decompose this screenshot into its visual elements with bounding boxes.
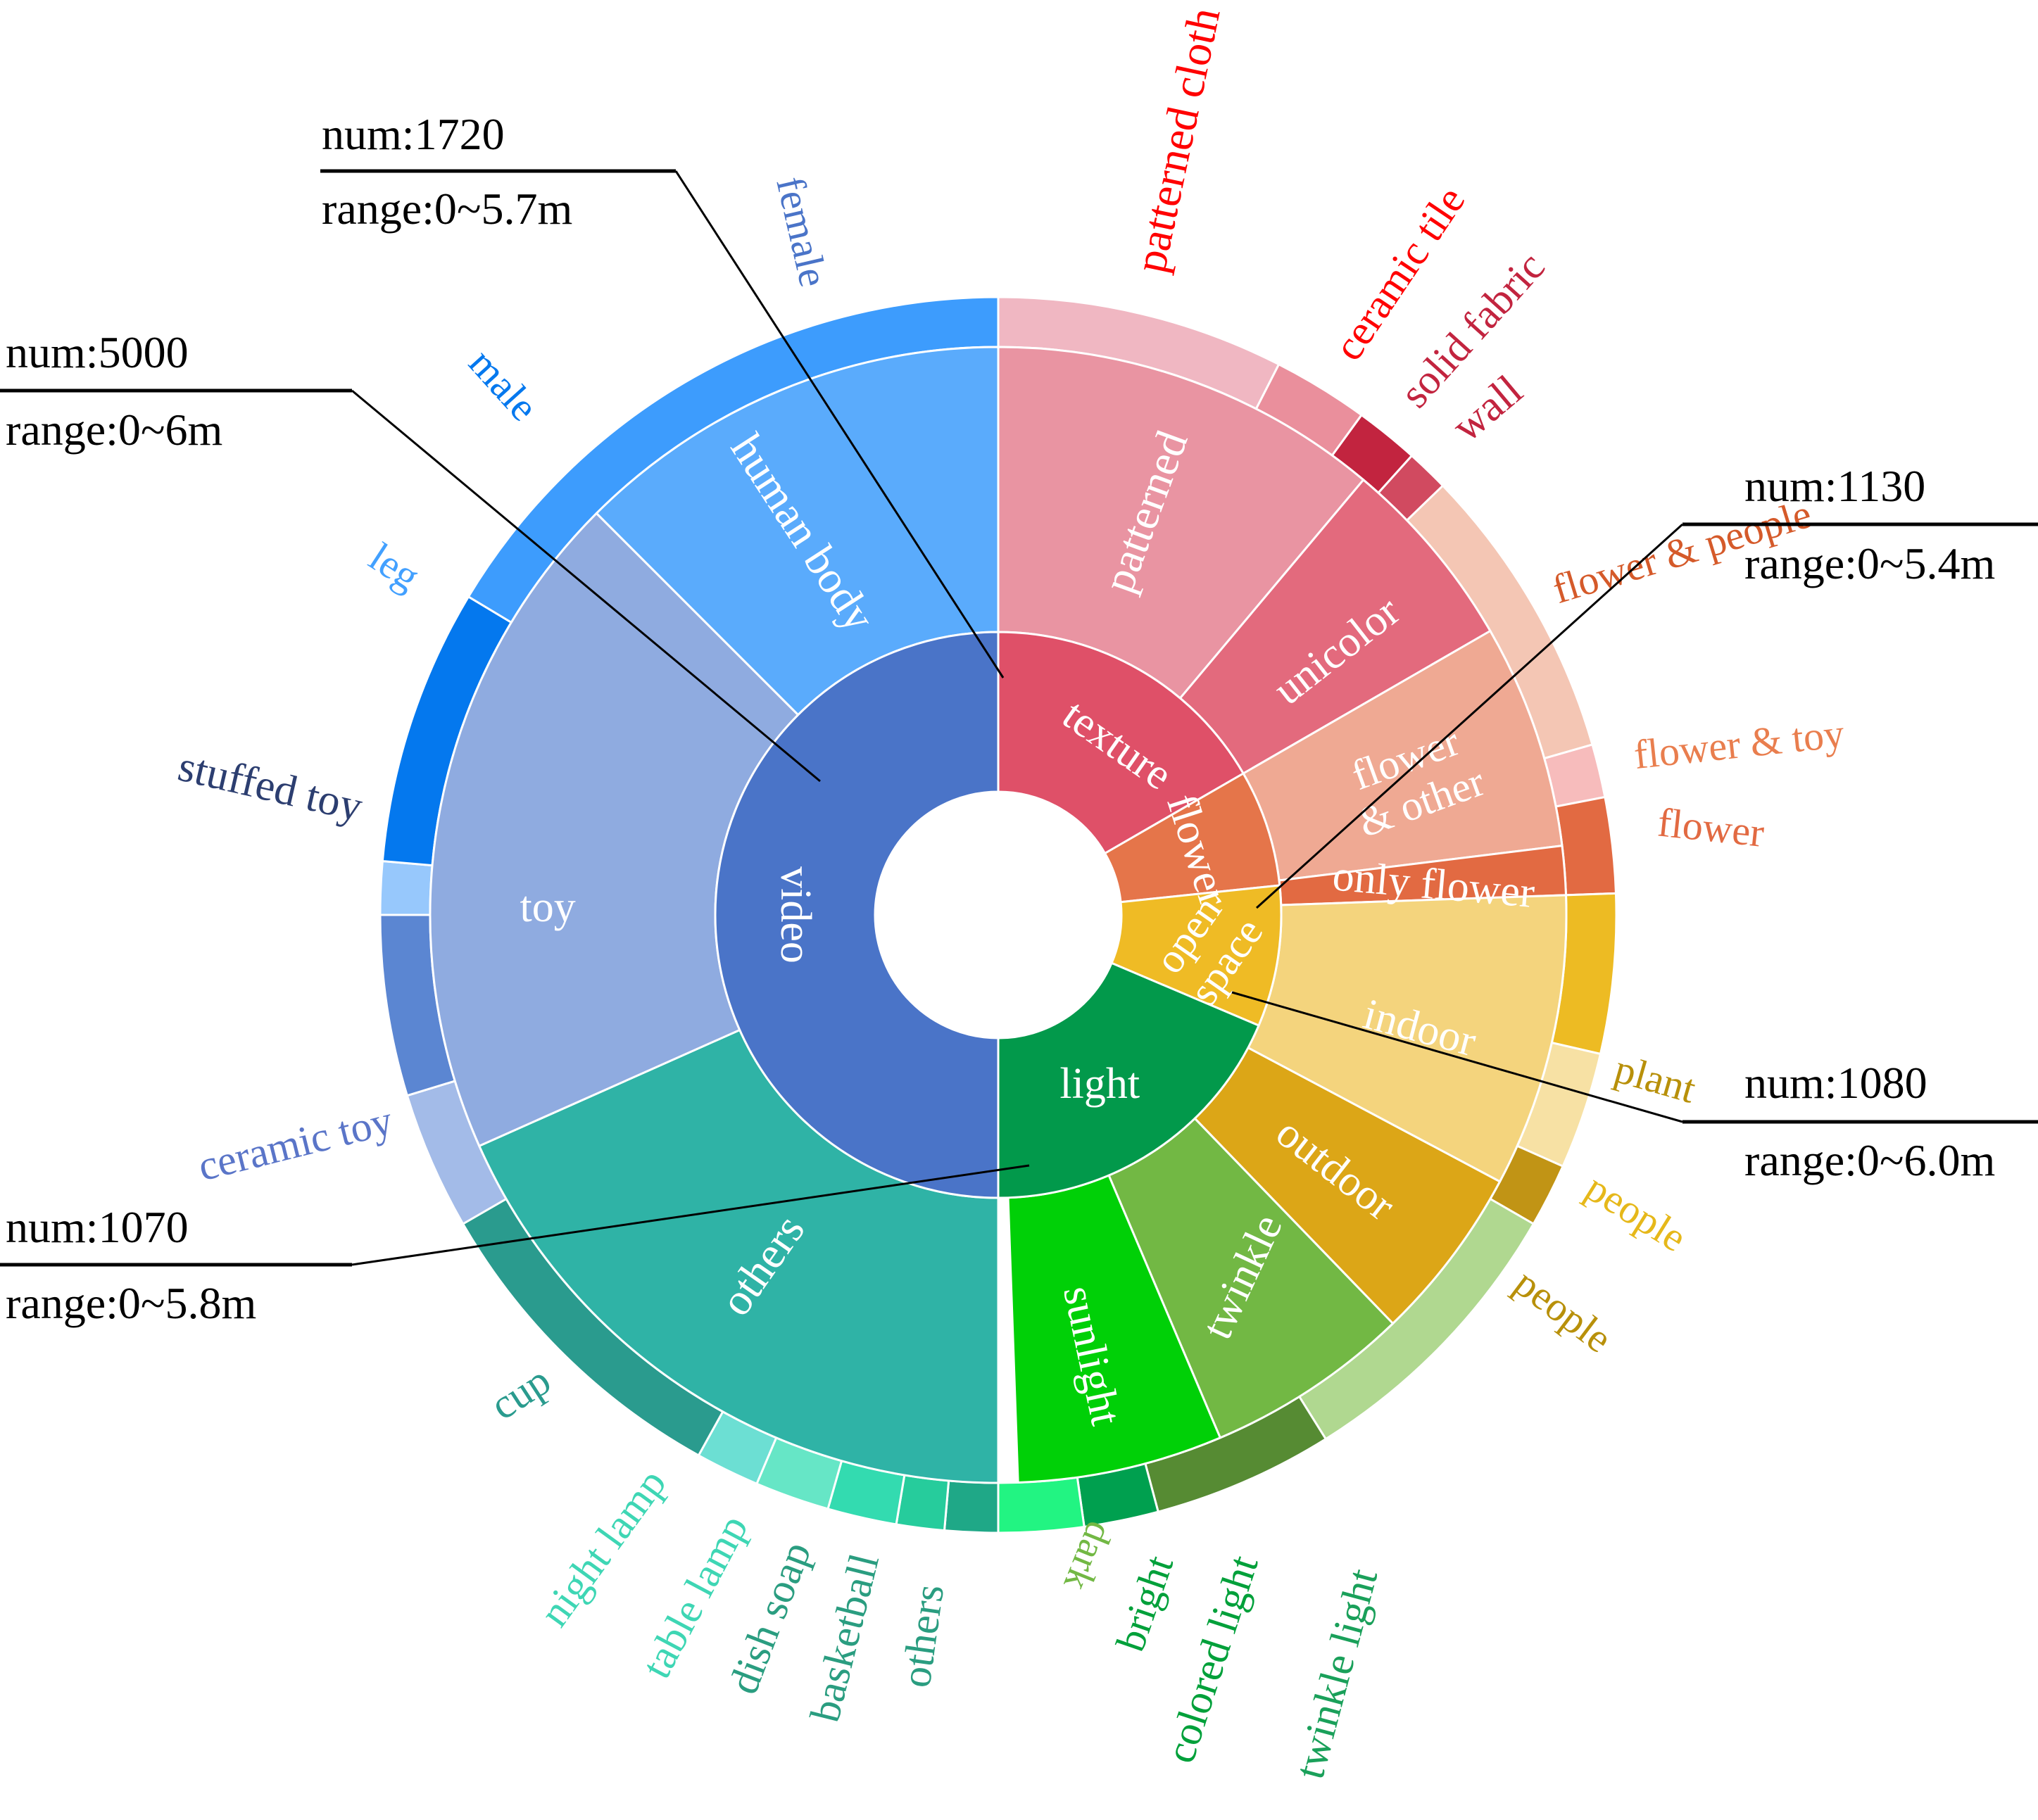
wedge-video-others-others	[943, 1479, 1000, 1534]
callout-open-space-range: range:0~6.0m	[1744, 1135, 1995, 1185]
label-video-human-body-leg: leg	[361, 533, 428, 599]
callout-light: num:1070 range:0~5.8m	[0, 1164, 1030, 1328]
label-flower-only-flower-flower: flower	[1656, 799, 1766, 855]
label-video: video	[772, 866, 819, 963]
wedge-light-sunlight-dark	[997, 1476, 1086, 1534]
label-light: light	[1059, 1060, 1140, 1108]
callout-texture: num:1720 range:0~5.7m	[320, 109, 1005, 678]
label-flower-flower-and-other-flower-and-toy: flower & toy	[1632, 710, 1847, 778]
label-video-human-body-male: male	[460, 340, 548, 429]
label-texture-patterned-patterned-cloth: patterned cloth	[1125, 4, 1230, 277]
callout-open-space-num: num:1080	[1744, 1058, 1927, 1108]
callout-texture-range: range:0~5.7m	[322, 184, 572, 234]
callout-flower: num:1130 range:0~5.4m	[1255, 461, 2038, 909]
label-video-toy-stuffed-toy: stuffed toy	[174, 742, 367, 831]
middle-ring	[429, 346, 1568, 1484]
label-video-others-night-lamp: night lamp	[531, 1460, 675, 1635]
callout-flower-range: range:0~5.4m	[1744, 538, 1995, 588]
wedge-light	[997, 961, 1261, 1199]
label-light-sunlight-bright: bright	[1107, 1550, 1183, 1657]
callout-open-space: num:1080 range:0~6.0m	[1231, 991, 2038, 1185]
callout-texture-num: num:1720	[322, 109, 505, 159]
label-video-others-others: others	[892, 1581, 952, 1690]
callout-light-range: range:0~5.8m	[6, 1278, 256, 1328]
center-hole	[875, 792, 1121, 1038]
label-video-human-body-female: female	[767, 172, 837, 291]
callout-light-num: num:1070	[6, 1202, 189, 1252]
label-open-space-outdoor-people: people	[1506, 1260, 1621, 1362]
label-video-toy-ceramic-toy: ceramic toy	[194, 1097, 397, 1189]
outer-ring	[379, 296, 1618, 1534]
label-open-space-indoor-plant: plant	[1610, 1046, 1701, 1112]
label-open-space-indoor-people: people	[1578, 1164, 1695, 1260]
inner-ring	[714, 631, 1283, 1199]
callout-flower-num: num:1130	[1744, 461, 1925, 511]
callout-video: num:5000 range:0~6m	[0, 327, 821, 783]
label-video-others-basketball: basketball	[801, 1549, 888, 1726]
callout-video-num: num:5000	[6, 327, 189, 377]
label-video-others-cup: cup	[482, 1357, 559, 1429]
wedge-video-human-body-leg	[379, 859, 434, 916]
label-video-toy: toy	[520, 883, 575, 931]
label-light-twinkle-twinkle-light: twinkle light	[1286, 1564, 1387, 1783]
wedge-video	[714, 631, 1000, 1199]
callout-video-range: range:0~6m	[6, 405, 222, 455]
